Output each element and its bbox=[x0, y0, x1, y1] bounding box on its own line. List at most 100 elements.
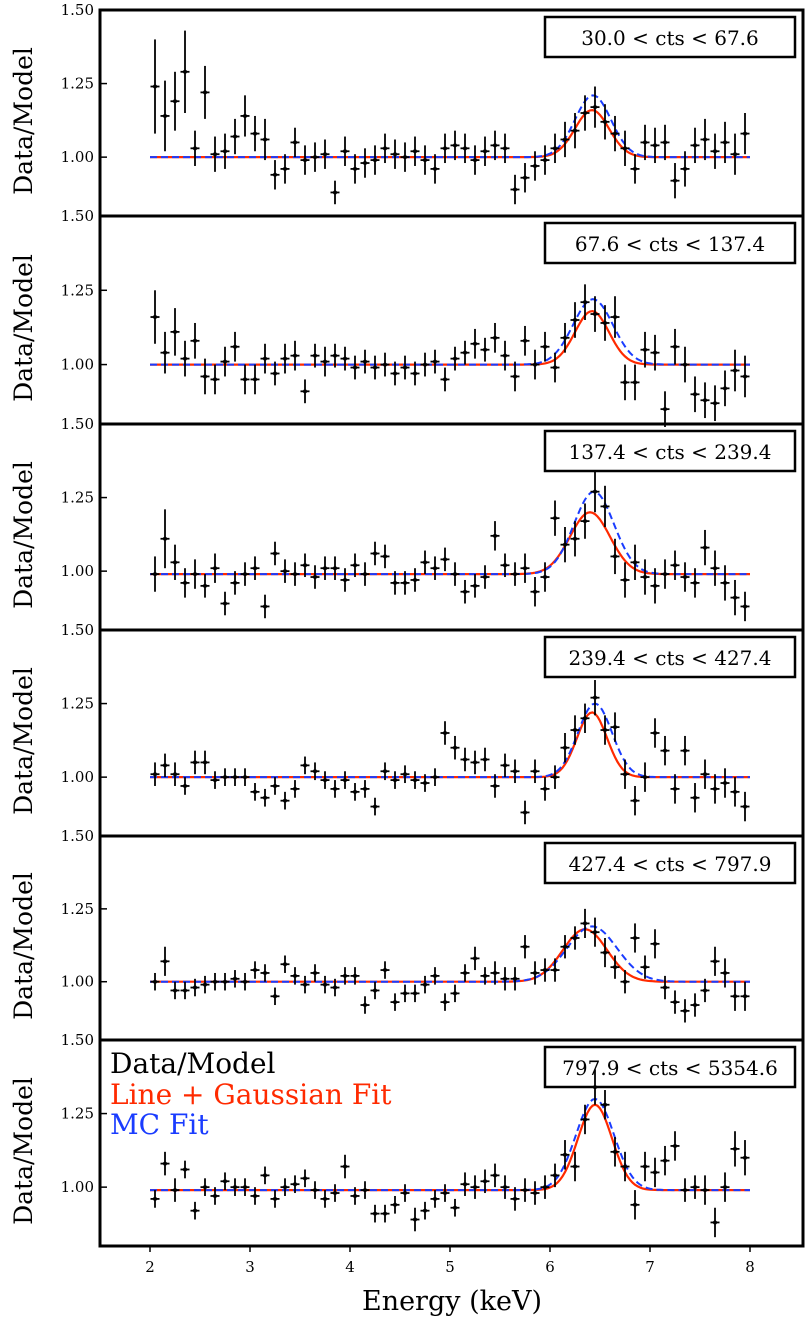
data-point bbox=[530, 349, 540, 380]
data-marker bbox=[433, 166, 437, 171]
data-marker bbox=[303, 563, 307, 568]
data-marker bbox=[353, 1193, 357, 1198]
data-point bbox=[410, 1207, 420, 1232]
data-point bbox=[620, 1151, 630, 1182]
data-point bbox=[520, 553, 530, 583]
data-point bbox=[270, 361, 280, 386]
data-point bbox=[310, 964, 320, 982]
data-marker bbox=[643, 1164, 647, 1169]
panel-5: 1.00 1.25 1.50 Data/Model 427.4 < cts < 797.… bbox=[9, 827, 805, 1042]
data-marker bbox=[573, 936, 577, 940]
data-point bbox=[470, 574, 480, 598]
data-point bbox=[590, 680, 600, 716]
data-marker bbox=[343, 778, 347, 783]
data-marker bbox=[663, 407, 667, 412]
data-point bbox=[710, 1207, 720, 1238]
data-point bbox=[640, 124, 650, 161]
data-marker bbox=[603, 950, 607, 955]
data-point bbox=[230, 331, 240, 362]
data-point bbox=[260, 343, 270, 374]
data-point bbox=[480, 337, 490, 362]
data-point bbox=[580, 908, 590, 938]
data-marker bbox=[573, 536, 577, 541]
data-point bbox=[740, 981, 750, 1011]
data-point bbox=[590, 1069, 600, 1105]
data-point bbox=[220, 133, 230, 169]
data-point bbox=[730, 133, 740, 175]
data-marker bbox=[213, 566, 217, 571]
bin-label-box bbox=[543, 15, 797, 59]
data-marker bbox=[323, 152, 327, 157]
data-marker bbox=[153, 772, 157, 777]
data-point bbox=[600, 715, 610, 745]
data-point bbox=[200, 750, 210, 775]
data-point bbox=[570, 1151, 580, 1182]
data-point bbox=[520, 325, 530, 356]
data-point bbox=[430, 1190, 440, 1208]
data-marker bbox=[383, 362, 387, 367]
data-marker bbox=[633, 560, 637, 565]
data-point bbox=[520, 1178, 530, 1202]
data-marker bbox=[363, 359, 367, 364]
data-point bbox=[500, 1175, 510, 1199]
data-point bbox=[670, 1131, 680, 1161]
data-marker bbox=[683, 748, 687, 753]
data-marker bbox=[563, 1152, 567, 1157]
data-point bbox=[190, 559, 200, 589]
data-marker bbox=[463, 350, 467, 355]
data-point bbox=[490, 322, 500, 353]
data-point bbox=[470, 750, 480, 775]
data-marker bbox=[653, 143, 657, 148]
data-point bbox=[710, 774, 720, 804]
data-point bbox=[360, 148, 370, 178]
data-point bbox=[300, 553, 310, 578]
data-point bbox=[330, 1184, 340, 1202]
panel-3: 1.00 1.25 1.50 Data/Model 137.4 < cts < 239.… bbox=[9, 415, 805, 632]
data-marker bbox=[403, 1191, 407, 1196]
data-marker bbox=[423, 982, 427, 987]
data-marker bbox=[183, 783, 187, 788]
data-point bbox=[660, 735, 670, 766]
data-point bbox=[420, 352, 430, 377]
data-marker bbox=[323, 1196, 327, 1201]
data-marker bbox=[543, 575, 547, 580]
data-point bbox=[330, 556, 340, 580]
data-marker bbox=[553, 146, 557, 151]
data-point bbox=[560, 935, 570, 959]
data-point bbox=[520, 163, 530, 193]
data-marker bbox=[593, 489, 597, 494]
panel-frame bbox=[98, 1038, 805, 1248]
data-marker bbox=[393, 580, 397, 585]
data-marker bbox=[613, 315, 617, 320]
data-point bbox=[340, 346, 350, 371]
data-marker bbox=[183, 580, 187, 585]
data-point bbox=[340, 1154, 350, 1179]
data-point bbox=[640, 331, 650, 368]
data-marker bbox=[283, 1185, 287, 1190]
data-marker bbox=[193, 985, 197, 990]
data-marker bbox=[693, 143, 697, 148]
data-marker bbox=[493, 970, 497, 975]
data-point bbox=[430, 768, 440, 786]
data-marker bbox=[353, 973, 357, 978]
y-axis-label: Data/Model bbox=[9, 1077, 38, 1225]
data-point bbox=[610, 955, 620, 979]
data-marker bbox=[353, 789, 357, 794]
data-marker bbox=[263, 604, 267, 609]
data-marker bbox=[253, 789, 257, 794]
data-point bbox=[550, 1163, 560, 1188]
data-marker bbox=[333, 985, 337, 990]
data-marker bbox=[293, 353, 297, 358]
data-marker bbox=[563, 542, 567, 547]
data-marker bbox=[553, 775, 557, 780]
data-point bbox=[660, 1145, 670, 1176]
data-point bbox=[440, 993, 450, 1011]
data-point bbox=[730, 1131, 740, 1167]
data-marker bbox=[503, 763, 507, 768]
data-point bbox=[250, 364, 260, 395]
data-marker bbox=[723, 580, 727, 585]
data-point bbox=[160, 753, 170, 778]
data-marker bbox=[393, 1000, 397, 1005]
data-marker bbox=[483, 575, 487, 580]
data-marker bbox=[743, 804, 747, 809]
